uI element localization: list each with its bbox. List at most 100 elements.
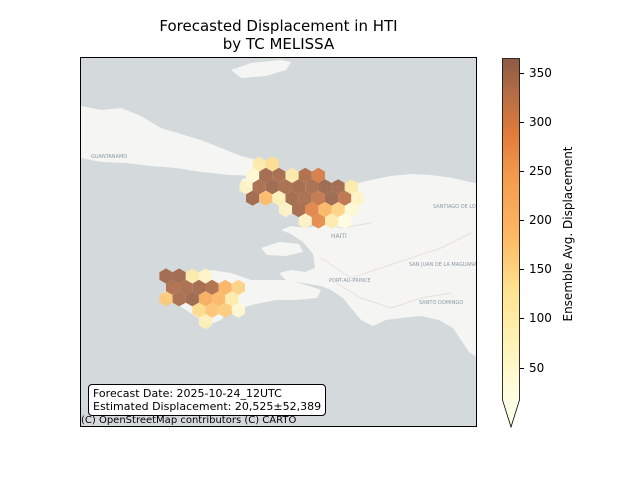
road-line (320, 232, 472, 279)
hex-grid-south (159, 268, 245, 330)
forecast-info-box: Forecast Date: 2025-10-24_12UTC Estimate… (88, 384, 327, 416)
displacement-hex (311, 213, 325, 229)
displacement-hex (192, 302, 206, 318)
map-attribution: (C) OpenStreetMap contributors (C) CARTO (81, 415, 297, 426)
displacement-hex (351, 190, 365, 206)
colorbar-tick-label: 300 (529, 114, 552, 129)
displacement-hex (311, 167, 325, 183)
displacement-hex (218, 279, 232, 295)
colorbar-outline (502, 58, 520, 428)
displacement-hex (246, 190, 260, 206)
colorbar-gradient (502, 58, 520, 401)
displacement-hex (272, 167, 286, 183)
displacement-hex (166, 279, 180, 295)
map-title: Forecasted Displacement in HTI by TC MEL… (80, 17, 477, 53)
displacement-hex (159, 268, 173, 284)
displacement-hex (278, 202, 293, 218)
colorbar-tick-label: 150 (529, 262, 552, 277)
map-panel[interactable]: GUANTANAMO HAITI PORT-AU-PRINCE SANTIAGO… (80, 57, 477, 427)
displacement-hex (185, 291, 199, 307)
displacement-hex (305, 202, 319, 218)
colorbar-tick (520, 269, 524, 271)
cuba-islet (231, 60, 291, 78)
displacement-hex (324, 190, 339, 206)
colorbar-tick (520, 171, 524, 173)
colorbar-tick-label: 350 (529, 65, 552, 80)
colorbar (502, 58, 520, 428)
map-place-labels: GUANTANAMO HAITI PORT-AU-PRINCE SANTIAGO… (91, 154, 477, 306)
displacement-hex (172, 268, 186, 284)
displacement-hex (231, 302, 245, 318)
colorbar-tick-label: 200 (529, 213, 552, 228)
place-label: SAN JUAN DE LA MAGUANA (409, 262, 477, 268)
displacement-hex (259, 167, 273, 183)
colorbar-extend-arrow (502, 400, 520, 427)
displacement-hex (298, 213, 312, 229)
displacement-hex (318, 179, 332, 195)
displacement-hex (265, 179, 279, 195)
displacement-hex (246, 167, 260, 183)
displacement-hex (205, 302, 219, 318)
road-line (335, 282, 452, 309)
cuba-landmass (81, 106, 271, 176)
displacement-hex (305, 179, 319, 195)
place-label: SANTIAGO DE LOS CABALLEROS (433, 204, 477, 210)
colorbar-tick-label: 250 (529, 164, 552, 179)
title-line-1: Forecasted Displacement in HTI (159, 17, 398, 35)
colorbar-tick-label: 50 (529, 360, 545, 375)
displacement-hex (278, 179, 293, 195)
colorbar-tick (520, 318, 524, 320)
place-label: PORT-AU-PRINCE (329, 278, 371, 284)
displacement-hex (218, 302, 232, 318)
gonave-island (261, 242, 303, 256)
displacement-hex (259, 190, 273, 206)
displacement-hex (331, 202, 345, 218)
displacement-hex (318, 202, 332, 218)
displacement-hex (272, 190, 286, 206)
displacement-hex (344, 179, 358, 195)
colorbar-label: Ensemble Avg. Displacement (561, 146, 575, 322)
place-label: HAITI (331, 233, 347, 240)
displacement-hex (198, 314, 213, 330)
hex-grid-north (239, 156, 365, 229)
displacement-hex (311, 190, 325, 206)
displacement-hex (324, 213, 339, 229)
displacement-hex (252, 179, 266, 195)
displacement-hex (231, 279, 245, 295)
displacement-hex (292, 179, 306, 195)
colorbar-tick (520, 220, 524, 222)
displacement-hex (205, 279, 219, 295)
displacement-hex (265, 156, 279, 172)
place-label: SANTO DOMINGO (419, 300, 463, 306)
displacement-hex (298, 190, 312, 206)
colorbar-tick (520, 72, 524, 74)
displacement-hex (179, 279, 193, 295)
colorbar-ticks: 50 100 150 200 250 300 350 (520, 58, 560, 400)
displacement-hex (298, 167, 312, 183)
colorbar-tick (520, 367, 524, 369)
hispaniola-landmass (241, 174, 476, 357)
displacement-hex (159, 291, 173, 307)
displacement-hex (344, 202, 358, 218)
displacement-hex (338, 213, 352, 229)
displacement-hex (212, 291, 226, 307)
estimated-displacement: Estimated Displacement: 20,525±52,389 (93, 400, 322, 413)
colorbar-tick (520, 121, 524, 123)
displacement-hex (192, 279, 206, 295)
place-label: GUANTANAMO (91, 154, 127, 160)
displacement-hex (225, 291, 239, 307)
displacement-hex (252, 156, 266, 172)
displacement-hex (198, 268, 213, 284)
basemap-svg: GUANTANAMO HAITI PORT-AU-PRINCE SANTIAGO… (81, 58, 477, 426)
displacement-hex (239, 179, 253, 195)
title-line-2: by TC MELISSA (222, 35, 335, 53)
displacement-hex (331, 179, 345, 195)
forecast-date: Forecast Date: 2025-10-24_12UTC (93, 387, 282, 400)
displacement-hex (338, 190, 352, 206)
displacement-hex (172, 291, 186, 307)
displacement-hex (198, 291, 213, 307)
displacement-hex (285, 190, 299, 206)
displacement-hex (185, 268, 199, 284)
displacement-hex (292, 202, 306, 218)
colorbar-tick-label: 100 (529, 311, 552, 326)
